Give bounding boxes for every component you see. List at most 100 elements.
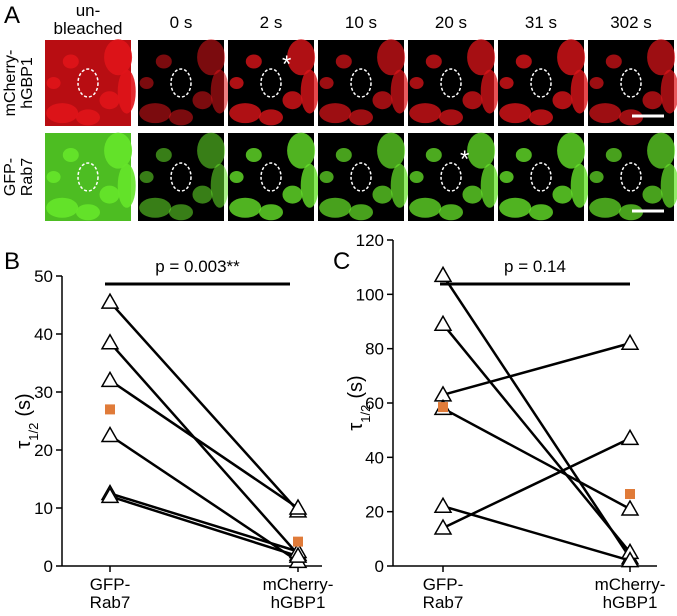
cell-structure (642, 91, 663, 110)
cell-structure (372, 185, 393, 204)
cell-structure (210, 163, 229, 208)
y-tick-label: 10 (34, 499, 53, 518)
cell-structure (229, 103, 262, 124)
y-tick-label: 60 (365, 394, 384, 413)
cell-structure (300, 163, 319, 208)
panel-label: B (4, 248, 21, 275)
cell-structure (515, 148, 532, 162)
cell-structure (349, 204, 373, 221)
cell-structure (409, 103, 442, 124)
cell-structure (245, 148, 262, 162)
cell-structure (287, 39, 316, 76)
data-point (433, 496, 453, 513)
cell-structure (552, 185, 573, 204)
panel-label: A (4, 2, 21, 29)
time-label: 0 s (169, 13, 193, 32)
cell-structure (589, 103, 622, 124)
bleach-region (350, 68, 372, 98)
cell-structure (605, 148, 622, 162)
cell-structure (46, 103, 79, 124)
y-tick-label: 30 (34, 383, 53, 402)
cell-structure (529, 109, 553, 126)
cell-structure (319, 171, 334, 183)
cell-structure (229, 77, 244, 89)
asterisk: * (460, 146, 469, 173)
cell-structure (197, 132, 226, 169)
cell-structure (552, 91, 573, 110)
data-point (620, 428, 640, 446)
y-label-unit: (s) (13, 393, 35, 416)
x-tick-label: GFP- Rab7 (89, 575, 131, 612)
bleach-region (620, 162, 642, 192)
pair-line (442, 342, 631, 397)
data-point (620, 551, 640, 568)
cell-structure (589, 171, 604, 183)
bleach-region (620, 68, 642, 98)
cell-structure (499, 197, 532, 218)
cell-structure (76, 204, 100, 221)
cell-structure (619, 109, 643, 126)
pair-line (109, 492, 299, 553)
cell-structure (499, 77, 514, 89)
cell-structure (335, 148, 352, 162)
cell-structure (117, 163, 136, 208)
cell-structure (155, 148, 172, 162)
y-axis-label: τ1/2 (s) (345, 375, 373, 430)
data-point (620, 333, 640, 350)
p-value: p = 0.003** (155, 257, 240, 276)
cell-structure (377, 39, 406, 76)
y-label-subscript: 1/2 (26, 423, 41, 441)
mean-marker (293, 536, 303, 547)
bleach-region (260, 68, 282, 98)
cell-structure (515, 54, 532, 69)
pair-line (109, 379, 299, 510)
cell-structure (169, 204, 193, 221)
pair-line (442, 407, 631, 511)
cell-structure (104, 39, 133, 76)
cell-structure (425, 148, 442, 162)
cell-structure (197, 39, 226, 76)
cell-structure (139, 171, 154, 183)
cell-structure (62, 54, 79, 69)
pair-line (442, 505, 631, 562)
time-label: 20 s (434, 13, 468, 32)
panel-label: C (333, 248, 351, 275)
cell-structure (349, 109, 373, 126)
cell-structure (619, 204, 643, 221)
cell-structure (229, 171, 244, 183)
y-tick-label: 40 (34, 325, 53, 344)
pair-line (109, 341, 299, 556)
data-point (100, 486, 120, 504)
p-value: p = 0.14 (504, 257, 566, 276)
cell-structure (139, 77, 154, 89)
cell-structure (139, 197, 172, 218)
cell-structure (570, 69, 589, 114)
bleach-region (440, 68, 462, 98)
cell-structure (660, 69, 677, 114)
cell-structure (642, 185, 663, 204)
cell-structure (192, 185, 213, 204)
cell-structure (409, 77, 424, 89)
cell-structure (169, 109, 193, 126)
row-label: mCherry- hGBP1 (2, 49, 36, 117)
cell-structure (467, 39, 496, 76)
y-tick-label: 100 (356, 285, 384, 304)
y-label-subscript: 1/2 (358, 405, 373, 423)
cell-structure (335, 54, 352, 69)
cell-structure (605, 54, 622, 69)
cell-structure (589, 197, 622, 218)
cell-structure (467, 132, 496, 169)
bleach-region (440, 162, 462, 192)
cell-structure (300, 69, 319, 114)
y-tick-label: 0 (375, 557, 384, 576)
data-point (433, 314, 453, 331)
time-label: 302 s (610, 13, 652, 32)
y-tick-label: 80 (365, 340, 384, 359)
mean-marker (438, 402, 448, 413)
x-tick-label: mCherry- hGBP1 (594, 575, 666, 612)
y-tick-label: 0 (44, 557, 53, 576)
cell-structure (139, 103, 172, 124)
cell-structure (462, 185, 483, 204)
cell-structure (245, 54, 262, 69)
